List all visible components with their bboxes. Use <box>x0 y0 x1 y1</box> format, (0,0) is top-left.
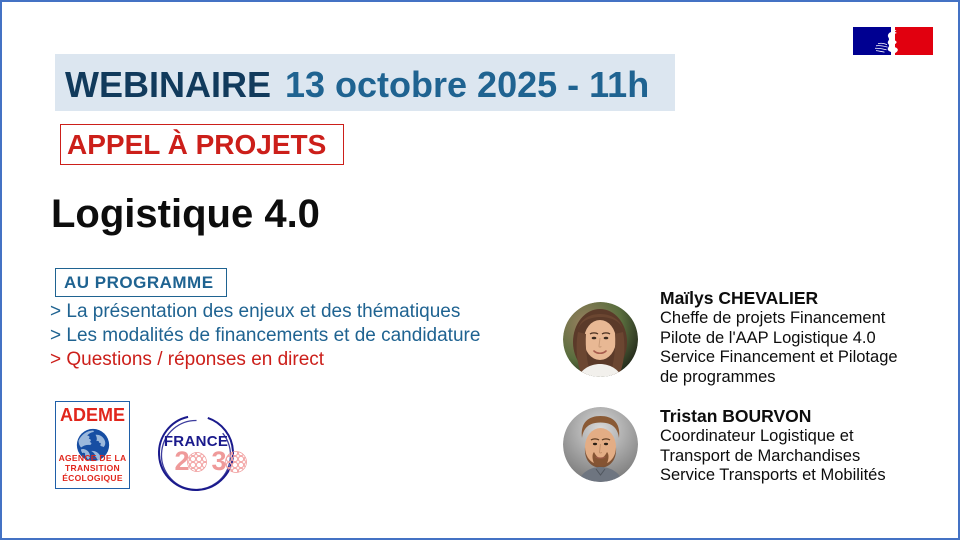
svg-text:3: 3 <box>211 446 226 476</box>
